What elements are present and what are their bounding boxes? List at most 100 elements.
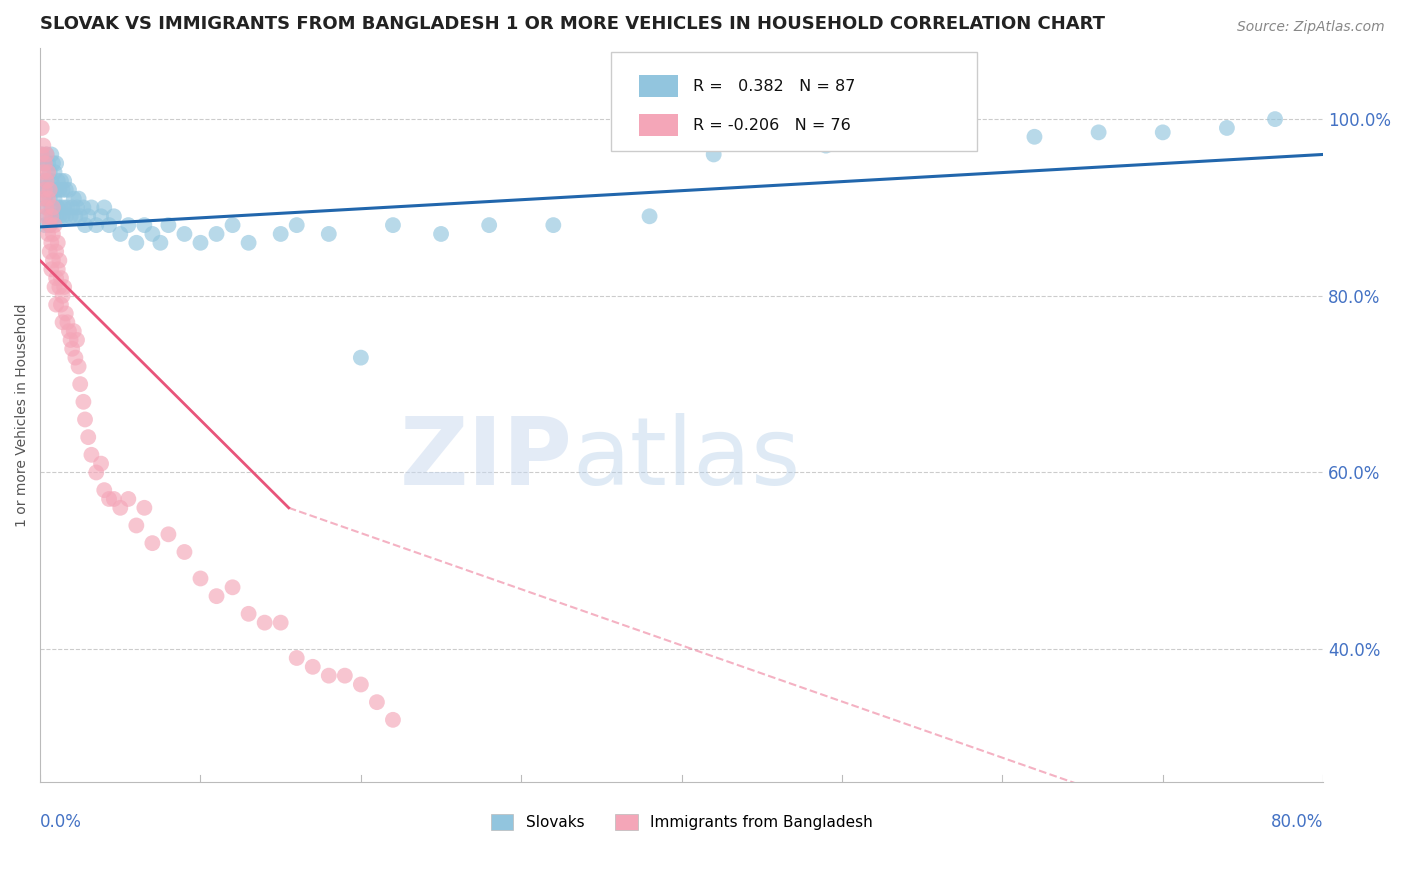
Point xyxy=(46,174,69,188)
Point xyxy=(59,333,82,347)
Point xyxy=(41,174,63,188)
Point xyxy=(38,183,60,197)
Point xyxy=(37,156,59,170)
Point xyxy=(42,209,65,223)
Point xyxy=(31,174,53,188)
Point xyxy=(49,174,72,188)
Point xyxy=(1087,125,1109,139)
Point xyxy=(42,227,65,241)
Point xyxy=(103,491,125,506)
Point xyxy=(285,218,308,232)
Point xyxy=(45,183,67,197)
Point xyxy=(72,394,94,409)
Point xyxy=(190,235,212,250)
Point xyxy=(238,607,260,621)
Point xyxy=(66,201,89,215)
FancyBboxPatch shape xyxy=(612,52,977,151)
Point xyxy=(59,209,82,223)
Point xyxy=(134,218,156,232)
FancyBboxPatch shape xyxy=(640,76,678,97)
Text: 0.0%: 0.0% xyxy=(41,813,82,830)
Point xyxy=(90,209,112,223)
Point xyxy=(125,235,148,250)
Point xyxy=(51,289,73,303)
Point xyxy=(93,201,115,215)
Point xyxy=(44,165,66,179)
Point xyxy=(32,192,55,206)
Point xyxy=(58,183,80,197)
Point xyxy=(98,218,121,232)
Point xyxy=(1264,112,1286,127)
Point xyxy=(67,359,90,374)
Point xyxy=(879,134,901,148)
Point xyxy=(117,218,139,232)
Point xyxy=(34,183,56,197)
Point xyxy=(53,174,76,188)
Point xyxy=(350,351,373,365)
Point xyxy=(350,677,373,691)
Point xyxy=(98,491,121,506)
Point xyxy=(134,500,156,515)
Text: atlas: atlas xyxy=(572,413,801,505)
Point xyxy=(73,218,96,232)
Text: 80.0%: 80.0% xyxy=(1271,813,1323,830)
Point xyxy=(35,174,58,188)
Point xyxy=(38,192,60,206)
Point xyxy=(221,580,243,594)
Point xyxy=(46,201,69,215)
Point xyxy=(48,253,70,268)
Point xyxy=(37,209,59,223)
Point xyxy=(943,134,966,148)
Point xyxy=(48,280,70,294)
Point xyxy=(45,209,67,223)
Point xyxy=(41,201,63,215)
Point xyxy=(44,192,66,206)
Point xyxy=(1216,120,1239,135)
Point xyxy=(46,235,69,250)
Point xyxy=(381,713,404,727)
Point xyxy=(60,201,83,215)
Point xyxy=(80,448,103,462)
Point xyxy=(34,209,56,223)
Point xyxy=(37,165,59,179)
Point xyxy=(65,351,87,365)
Point xyxy=(93,483,115,497)
Point xyxy=(34,156,56,170)
Point xyxy=(37,183,59,197)
Point xyxy=(45,298,67,312)
Point xyxy=(42,253,65,268)
Point xyxy=(333,668,356,682)
Point xyxy=(141,227,163,241)
Point xyxy=(53,201,76,215)
Point xyxy=(48,183,70,197)
Point xyxy=(285,651,308,665)
Point xyxy=(60,342,83,356)
Point xyxy=(41,209,63,223)
Point xyxy=(205,227,228,241)
Point xyxy=(110,500,132,515)
Text: ZIP: ZIP xyxy=(399,413,572,505)
Point xyxy=(31,120,53,135)
Point xyxy=(38,218,60,232)
Point xyxy=(34,218,56,232)
Point xyxy=(38,218,60,232)
Point xyxy=(62,192,84,206)
Point xyxy=(221,218,243,232)
Point xyxy=(270,227,292,241)
Point xyxy=(45,271,67,285)
Point xyxy=(1152,125,1174,139)
Point xyxy=(49,201,72,215)
Text: R = -0.206   N = 76: R = -0.206 N = 76 xyxy=(693,118,851,133)
Point xyxy=(55,183,77,197)
Point xyxy=(45,244,67,259)
Point xyxy=(32,165,55,179)
Point xyxy=(253,615,276,630)
Point xyxy=(638,209,661,223)
Point xyxy=(270,615,292,630)
Point xyxy=(125,518,148,533)
Text: Source: ZipAtlas.com: Source: ZipAtlas.com xyxy=(1237,20,1385,34)
Point xyxy=(56,201,79,215)
Point xyxy=(84,218,107,232)
Point xyxy=(703,147,725,161)
Point xyxy=(49,298,72,312)
